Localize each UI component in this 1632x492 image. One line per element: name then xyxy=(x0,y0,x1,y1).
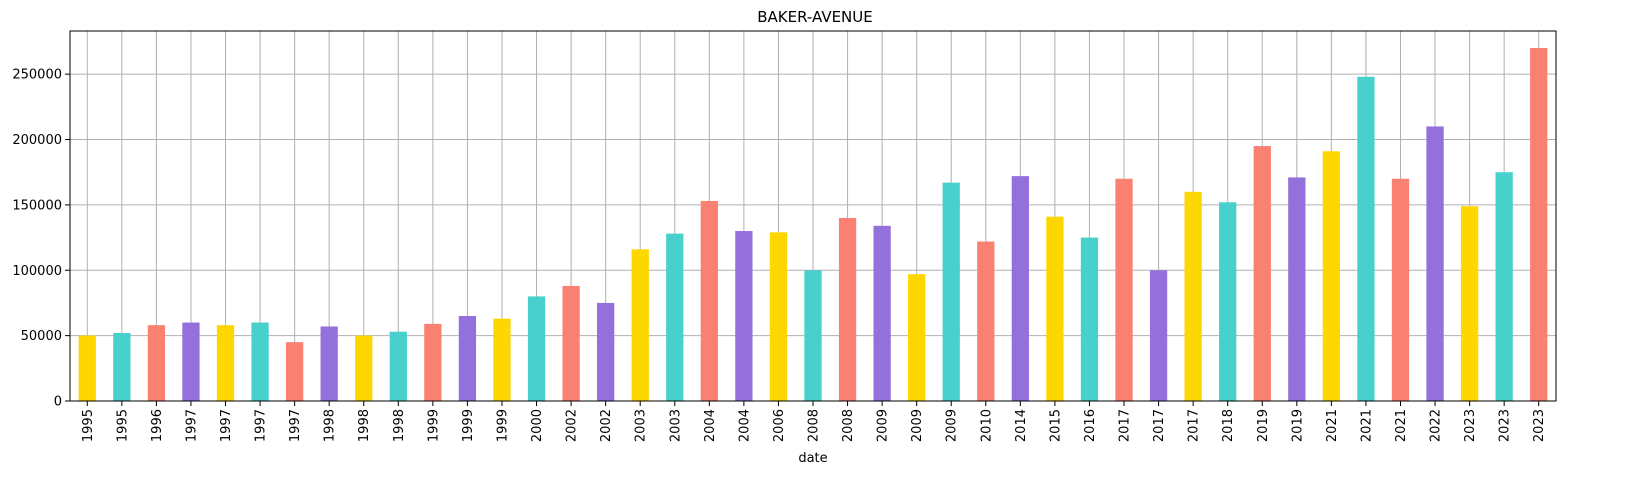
bar xyxy=(1253,146,1271,401)
x-tick-label: 2008 xyxy=(841,409,856,442)
x-tick-label: 2002 xyxy=(599,409,614,442)
bar xyxy=(1322,151,1341,401)
x-tick-label: 2004 xyxy=(703,409,718,442)
x-tick-label: 2015 xyxy=(1048,409,1063,442)
bar xyxy=(527,296,546,401)
bar xyxy=(320,326,338,401)
x-tick-label: 2009 xyxy=(945,409,960,442)
bar xyxy=(1080,237,1099,401)
bar xyxy=(1391,178,1410,401)
x-tick-label: 2003 xyxy=(668,409,683,442)
bar xyxy=(1357,76,1375,402)
chart-title: BAKER-AVENUE xyxy=(757,8,872,26)
x-tick-label: 1998 xyxy=(357,409,372,442)
bar xyxy=(1011,176,1029,401)
bar xyxy=(1219,202,1237,401)
x-axis-label: date xyxy=(798,451,827,466)
x-tick-label: 1997 xyxy=(288,409,303,442)
x-tick-label: 1996 xyxy=(150,409,165,442)
bar xyxy=(666,233,684,401)
x-tick-label: 1997 xyxy=(184,409,199,442)
x-tick-label: 2009 xyxy=(876,409,891,442)
bar xyxy=(1288,177,1306,401)
bar xyxy=(838,217,857,401)
x-tick-label: 2003 xyxy=(634,409,649,442)
bar xyxy=(597,302,615,401)
x-tick-label: 2004 xyxy=(737,409,752,442)
bar xyxy=(942,182,960,401)
x-tick-label: 2014 xyxy=(1014,409,1029,442)
x-tick-label: 2021 xyxy=(1325,409,1340,442)
bar xyxy=(908,274,926,401)
x-tick-label: 2010 xyxy=(979,409,994,442)
bar xyxy=(251,322,269,401)
y-tick-label: 100000 xyxy=(12,264,62,279)
bar xyxy=(355,335,373,401)
x-tick-label: 2023 xyxy=(1498,409,1513,442)
bar xyxy=(1184,191,1202,401)
bar xyxy=(113,333,131,401)
x-tick-label: 2023 xyxy=(1532,409,1547,442)
y-tick-label: 0 xyxy=(54,395,62,410)
bar xyxy=(769,232,788,401)
bar xyxy=(424,323,442,401)
x-tick-label: 2018 xyxy=(1221,409,1236,442)
bar xyxy=(735,231,753,401)
y-tick-label: 200000 xyxy=(12,133,62,148)
x-tick-label: 2023 xyxy=(1463,409,1478,442)
x-tick-label: 2022 xyxy=(1429,409,1444,442)
bar xyxy=(1426,126,1444,401)
y-tick-label: 250000 xyxy=(12,68,62,83)
bar xyxy=(1460,206,1479,401)
bar xyxy=(700,200,718,401)
x-tick-label: 2009 xyxy=(910,409,925,442)
x-tick-label: 2008 xyxy=(807,409,822,442)
x-tick-label: 2000 xyxy=(530,409,545,442)
x-tick-label: 2019 xyxy=(1256,409,1271,442)
x-tick-label: 1997 xyxy=(219,409,234,442)
x-tick-label: 1999 xyxy=(461,409,476,442)
bar xyxy=(78,335,96,401)
y-tick-label: 150000 xyxy=(12,198,62,213)
x-tick-label: 1998 xyxy=(392,409,407,442)
x-tick-label: 1995 xyxy=(81,409,96,442)
plot-frame xyxy=(69,30,1557,402)
x-tick-label: 2016 xyxy=(1083,409,1098,442)
bar xyxy=(631,249,649,401)
bar xyxy=(389,331,407,401)
bar xyxy=(977,241,995,401)
x-tick-label: 2017 xyxy=(1152,409,1167,442)
x-tick-label: 2006 xyxy=(772,409,787,442)
bar xyxy=(562,285,580,401)
x-tick-label: 1995 xyxy=(115,409,130,442)
bar xyxy=(1495,172,1513,401)
y-axis: 0 50000 100000 150000 200000 250000 xyxy=(12,68,70,410)
bar xyxy=(1115,178,1133,401)
bar xyxy=(182,322,200,401)
x-tick-label: 1998 xyxy=(323,409,338,442)
x-tick-label: 2002 xyxy=(565,409,580,442)
bar xyxy=(493,318,511,401)
bar xyxy=(1046,216,1064,401)
bars xyxy=(78,47,1548,402)
x-tick-label: 1999 xyxy=(495,409,510,442)
bar xyxy=(1149,270,1168,401)
bar xyxy=(147,325,166,401)
bar xyxy=(804,270,822,401)
bar xyxy=(1530,47,1548,402)
x-tick-label: 2017 xyxy=(1187,409,1202,442)
x-tick-label: 2021 xyxy=(1394,409,1409,442)
x-axis: 1995 1995 1996 1997 1997 1997 1997 1998 1998 1998… xyxy=(81,401,1547,442)
x-tick-label: 1999 xyxy=(426,409,441,442)
x-tick-label: 2021 xyxy=(1359,409,1374,442)
y-tick-label: 50000 xyxy=(21,329,62,344)
bar xyxy=(285,342,304,401)
x-tick-label: 1997 xyxy=(254,409,269,442)
x-tick-label: 2019 xyxy=(1290,409,1305,442)
bar xyxy=(458,316,477,401)
bar xyxy=(216,325,235,401)
x-tick-label: 2017 xyxy=(1118,409,1133,442)
bar xyxy=(873,225,891,401)
